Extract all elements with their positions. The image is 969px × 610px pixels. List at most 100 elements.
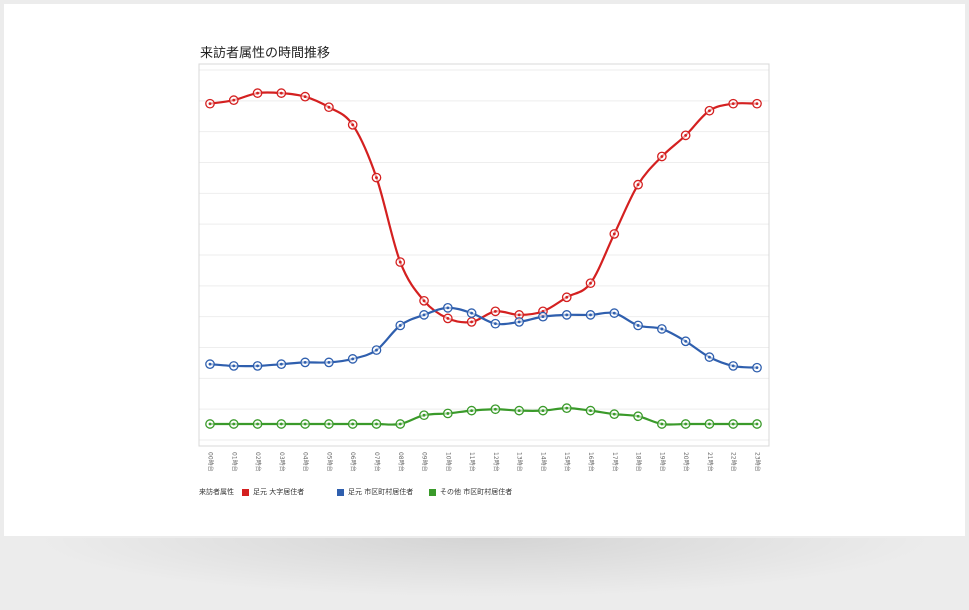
data-point-center [660, 155, 664, 158]
grid-lines [199, 69, 769, 441]
legend-swatch-green [429, 488, 436, 496]
data-point-center [731, 102, 735, 106]
x-tick-label: 18時台 [635, 452, 643, 472]
data-point-center [684, 133, 688, 137]
data-point-center [208, 422, 212, 426]
x-tick-label: 02時台 [254, 452, 262, 472]
data-point-center [612, 232, 616, 236]
x-tick-label: 01時台 [230, 452, 238, 472]
data-point-center [517, 313, 521, 317]
data-point-center [446, 317, 450, 320]
x-tick-label: 16時台 [587, 452, 595, 472]
x-tick-label: 07時台 [373, 452, 381, 472]
x-tick-label: 08時台 [397, 452, 405, 472]
data-point-center [303, 361, 307, 364]
data-point-center [708, 109, 711, 113]
data-point-center [327, 105, 331, 109]
data-point-center [208, 102, 212, 106]
data-point-center [303, 95, 307, 99]
chart-title: 来訪者属性の時間推移 [200, 46, 331, 61]
data-point-center [565, 295, 569, 299]
legend-label-blue: 足元 市区町村居住者 [348, 488, 414, 496]
data-point-center [375, 176, 378, 180]
data-point-center [684, 422, 688, 426]
x-tick-label: 17時台 [611, 452, 619, 472]
series-1 [205, 88, 762, 327]
plot-area-border [198, 63, 770, 447]
data-point-center [256, 91, 259, 95]
x-axis-tick-labels: 00時台 01時台 02時台 03時台 04時台 05時台 06時台 07時台 08時台 09時台… [207, 452, 762, 472]
data-point-center [565, 313, 569, 317]
data-point-center [493, 407, 497, 411]
x-tick-label: 21時台 [706, 452, 714, 472]
data-point-center [232, 364, 236, 368]
x-tick-label: 10時台 [444, 452, 452, 472]
data-point-center [755, 102, 759, 106]
data-point-center [684, 339, 688, 343]
data-point-center [708, 355, 711, 359]
data-point-center [256, 364, 259, 368]
data-point-center [232, 98, 236, 102]
data-point-center [375, 422, 378, 426]
data-point-center [446, 412, 450, 415]
data-point-center [589, 409, 592, 413]
data-point-center [660, 422, 664, 426]
data-point-center [541, 409, 545, 413]
legend-swatch-blue [337, 488, 344, 496]
legend-title: 来訪者属性 [199, 488, 234, 496]
data-point-center [279, 362, 283, 366]
data-point-center [398, 422, 402, 426]
series-2 [205, 302, 762, 373]
series-lines [205, 88, 762, 429]
data-point-center [517, 409, 521, 413]
x-tick-label: 15時台 [563, 452, 571, 472]
data-point-center [636, 324, 640, 327]
x-tick-label: 19時台 [658, 452, 666, 472]
x-tick-label: 20時台 [682, 452, 690, 472]
data-point-center [232, 422, 236, 426]
data-point-center [565, 406, 569, 410]
data-point-center [422, 299, 426, 303]
data-point-center [660, 327, 664, 331]
data-point-center [279, 91, 283, 95]
data-point-center [755, 422, 759, 426]
x-tick-label: 04時台 [302, 452, 310, 472]
data-point-center [612, 412, 616, 416]
data-point-center [589, 281, 592, 285]
data-point-center [351, 357, 355, 361]
data-point-center [327, 361, 331, 364]
x-tick-label: 06時台 [349, 452, 357, 472]
data-point-center [731, 364, 735, 368]
legend-swatch-red [242, 488, 249, 496]
data-point-center [398, 324, 402, 327]
x-tick-label: 22時台 [730, 452, 738, 472]
x-tick-label: 11時台 [468, 452, 476, 472]
data-point-center [422, 413, 426, 417]
data-point-center [541, 315, 545, 319]
data-point-center [303, 422, 307, 426]
chart-card [4, 4, 965, 536]
series-line [209, 91, 758, 324]
data-point-center [398, 260, 402, 264]
legend-label-red: 足元 大字居住者 [253, 488, 305, 496]
x-tick-label: 23時台 [754, 452, 762, 472]
series-line [210, 407, 757, 426]
data-point-center [636, 414, 640, 418]
data-point-center [755, 366, 759, 370]
legend-label-green: その他 市区町村居住者 [440, 488, 513, 496]
data-point-center [493, 309, 497, 313]
data-point-center [636, 183, 640, 187]
data-point-center [708, 422, 711, 426]
data-point-center [327, 422, 331, 426]
legend-item-blue: 足元 市区町村居住者 [337, 487, 413, 497]
series-3 [205, 403, 762, 429]
legend-item-red: 足元 大字居住者 [242, 487, 304, 497]
data-point-center [731, 422, 735, 426]
data-point-center [612, 311, 616, 315]
legend-item-green: その他 市区町村居住者 [429, 487, 512, 497]
data-point-center [446, 306, 450, 310]
x-tick-label: 03時台 [278, 452, 286, 472]
data-point-center [470, 409, 474, 413]
data-point-center [589, 313, 592, 317]
